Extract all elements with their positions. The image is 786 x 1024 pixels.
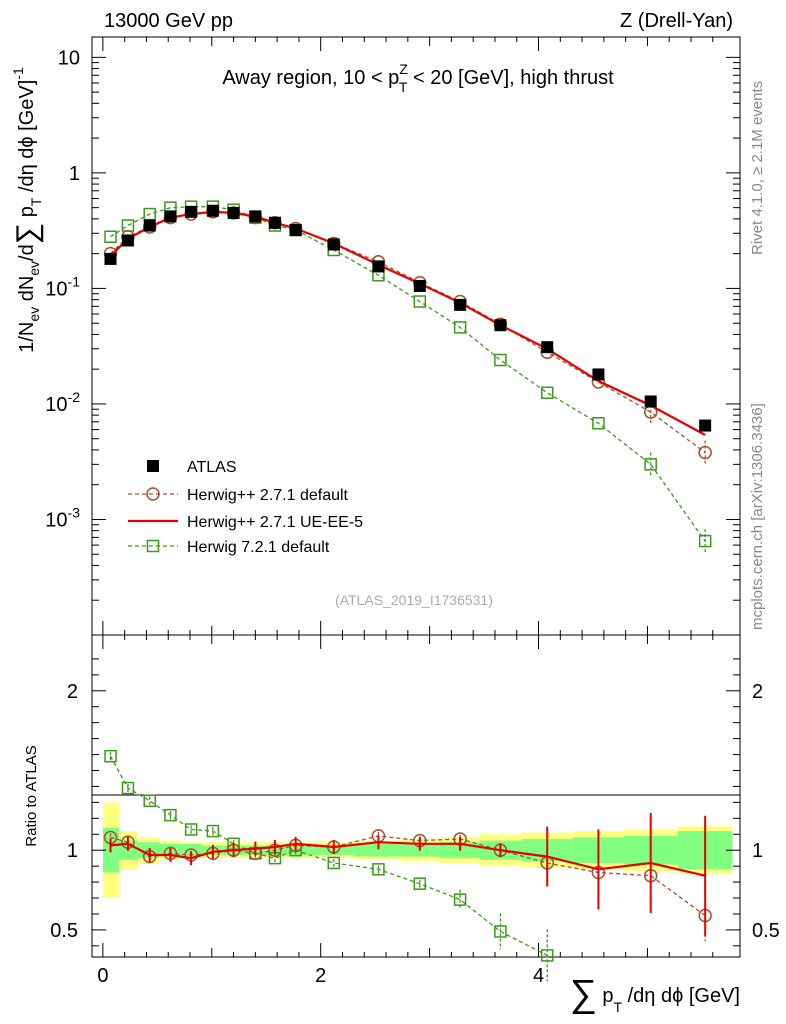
data-point: [540, 386, 554, 399]
ratio-point: [453, 893, 467, 906]
legend-label: ATLAS: [187, 459, 237, 476]
band-inner: [306, 845, 355, 855]
ratio-point: [104, 749, 117, 763]
data-point: [249, 210, 262, 223]
data-point: [644, 458, 657, 471]
x-tick-label: 2: [315, 965, 326, 987]
ratio-point: [121, 781, 135, 795]
ratio-y-tick-labels: 0.5 0.5 1 1 2 2: [50, 681, 780, 942]
mcplots-reference-label: mcplots.cern.ch [arXiv:1306.3436]: [749, 403, 766, 630]
data-point: [413, 279, 426, 292]
main-series-layer: [103, 200, 712, 554]
band-inner: [354, 843, 402, 857]
legend-entry: Herwig++ 2.7.1 UE-EE-5: [128, 514, 363, 531]
legend-entry: Herwig++ 2.7.1 default: [128, 487, 349, 504]
series-herwig-2-7-1-default: [103, 205, 712, 465]
data-point: [494, 319, 507, 332]
header-right: Z (Drell-Yan): [620, 10, 733, 32]
header-left: 13000 GeV pp: [104, 10, 233, 32]
data-point: [644, 395, 657, 408]
ratio-tick-marks: [92, 635, 740, 957]
main-title: Away region, 10 < pZ T < 20 [GeV], high t…: [222, 61, 614, 95]
x-axis-label: ∑ pT /dη dϕ [GeV]: [570, 973, 740, 1015]
ratio-point: [494, 925, 507, 938]
x-tick-label: 0: [97, 965, 108, 987]
data-point: [698, 534, 712, 548]
series-line: [109, 210, 706, 436]
rivet-version-label: Rivet 4.1.0, ≥ 2.1M events: [749, 81, 766, 255]
x-tick-label: 4: [533, 965, 544, 987]
ratio-point: [206, 824, 220, 838]
data-point: [121, 219, 135, 232]
ratio-series-herwig-2-7-1-ue-ee-5: [109, 812, 707, 936]
ratio-point: [372, 863, 385, 876]
ratio-y-tick-label-left: 1: [67, 840, 78, 862]
uncertainty-bands: [102, 802, 733, 899]
ratio-point: [540, 949, 554, 962]
ratio-point: [327, 856, 341, 870]
ratio-point: [143, 794, 156, 808]
ratio-point: [184, 823, 198, 836]
analysis-watermark: (ATLAS_2019_I1736531): [335, 592, 493, 608]
series-herwig-2-7-1-ue-ee-5: [109, 210, 706, 436]
x-tick-labels: 0 2 4: [97, 965, 544, 987]
data-point: [104, 252, 117, 265]
ratio-y-tick-label-left: 0.5: [50, 920, 78, 942]
data-point: [592, 368, 605, 381]
y-tick-label: 10-1: [45, 273, 80, 300]
data-point: [143, 219, 156, 232]
main-y-axis-label: 1/Nev dNev/d∑ pT /dη dϕ [GeV]-1: [10, 67, 44, 353]
data-point: [592, 417, 605, 430]
ratio-y-tick-label-right: 0.5: [752, 920, 780, 942]
legend-entry: Herwig 7.2.1 default: [128, 539, 330, 556]
legend-entry: ATLAS: [147, 459, 237, 476]
data-point: [227, 206, 240, 219]
legend-marker: [146, 539, 160, 553]
ratio-y-tick-label-right: 2: [752, 681, 763, 703]
legend-label: Herwig++ 2.7.1 default: [187, 487, 349, 504]
data-point: [164, 210, 177, 223]
y-tick-label: 10-2: [45, 389, 80, 416]
ratio-panel: 0.5 0.5 1 1 2 2 Ratio to ATLAS 0 2 4 ∑ pT /dη d…: [23, 634, 780, 1015]
y-tick-label: 1: [69, 163, 80, 185]
data-point: [268, 216, 281, 229]
y-tick-label: 10: [58, 47, 80, 69]
ratio-y-tick-label-right: 1: [752, 840, 763, 862]
ratio-frame: [91, 634, 741, 958]
series-line: [110, 206, 706, 542]
ratio-point: [413, 877, 427, 890]
y-tick-label: 10-3: [45, 504, 80, 531]
ratio-line: [109, 755, 548, 956]
legend-label: Herwig 7.2.1 default: [187, 539, 330, 556]
legend-label: Herwig++ 2.7.1 UE-EE-5: [187, 514, 363, 531]
legend: ATLAS Herwig++ 2.7.1 default Herwig++ 2.7.…: [128, 459, 363, 556]
data-point: [289, 224, 302, 237]
main-panel: Away region, 10 < pZ T < 20 [GeV], high t…: [10, 36, 741, 636]
data-point: [185, 205, 198, 218]
data-point: [206, 204, 219, 217]
data-point: [121, 234, 134, 247]
legend-marker: [146, 487, 160, 501]
series-atlas: [104, 204, 712, 432]
ratio-y-axis-label: Ratio to ATLAS: [23, 745, 40, 846]
data-point: [698, 445, 712, 460]
ratio-series-layer: [103, 749, 712, 982]
data-point: [413, 295, 427, 308]
data-point: [699, 419, 712, 432]
main-tick-marks: [92, 37, 740, 636]
data-point: [327, 238, 340, 251]
legend-marker: [147, 460, 159, 472]
ratio-point: [164, 808, 177, 822]
data-point: [454, 298, 467, 311]
data-point: [453, 321, 467, 334]
main-y-tick-labels: 10-3 10-2 10-1 1 10: [45, 47, 80, 531]
data-point: [104, 230, 117, 243]
data-point: [494, 353, 507, 367]
data-point: [372, 260, 385, 273]
series-line: [110, 211, 706, 454]
data-point: [541, 341, 554, 354]
ratio-y-tick-label-left: 2: [67, 681, 78, 703]
